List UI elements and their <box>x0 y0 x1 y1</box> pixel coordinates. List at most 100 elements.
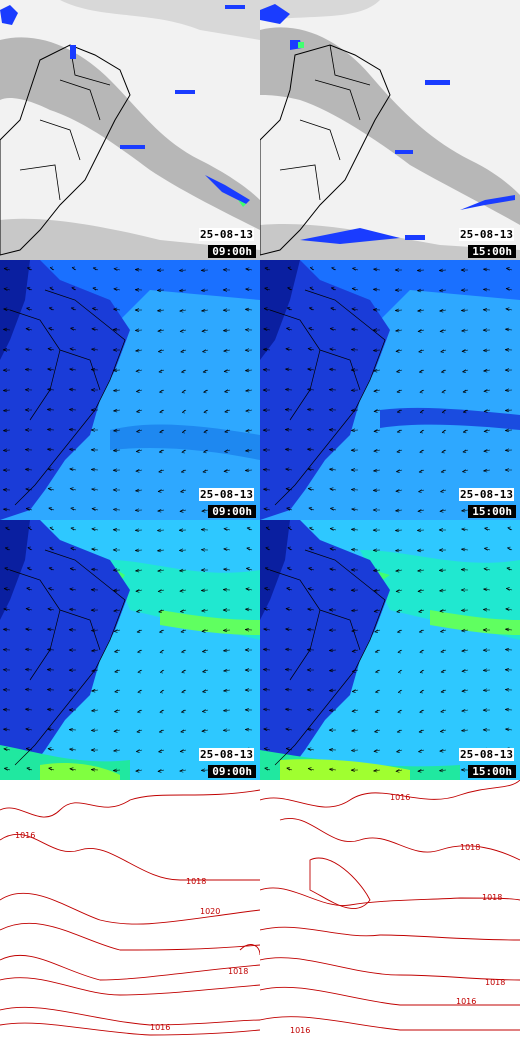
wind-arrow <box>286 327 293 331</box>
wind-arrow <box>461 669 469 673</box>
wind-arrow <box>460 268 469 272</box>
wind-arrow <box>47 707 55 712</box>
wind-arrow <box>441 409 447 414</box>
wind-arrow <box>113 428 121 433</box>
wind-arrow <box>505 587 513 591</box>
wind-arrow <box>69 607 77 612</box>
wind-arrow <box>2 448 11 453</box>
wind-arrow <box>329 668 337 673</box>
wind-arrow <box>482 308 491 312</box>
wind-arrow <box>396 389 403 394</box>
wind-arrow <box>90 448 99 452</box>
wind-arrow <box>397 689 403 694</box>
wind-arrow <box>156 288 165 293</box>
wind-arrow <box>203 429 209 434</box>
wind-arrow <box>244 348 253 352</box>
wind-arrow <box>287 546 293 551</box>
wind-arrow <box>2 668 11 672</box>
wind-arrow <box>69 367 77 372</box>
wind-arrow <box>135 369 143 373</box>
wind-arrow <box>4 546 11 551</box>
wind-arrow <box>134 528 143 533</box>
wind-arrow <box>3 747 11 751</box>
wind-arrow <box>48 306 55 311</box>
wind-arrow <box>92 286 99 291</box>
wind-arrow <box>114 709 121 713</box>
wind-arrow <box>3 428 11 433</box>
wind-arrow <box>284 427 293 432</box>
wind-arrow <box>69 347 77 351</box>
wind-arrow <box>159 389 165 394</box>
wind-arrow <box>373 749 381 753</box>
wind-arrow <box>307 447 315 452</box>
wind-arrow <box>285 627 293 632</box>
wind-arrow <box>157 308 165 313</box>
wind-arrow <box>440 649 447 654</box>
wind-arrow <box>394 288 403 292</box>
wind-arrow <box>374 709 381 714</box>
wind-arrow <box>159 669 165 674</box>
wind-arrow <box>351 669 359 673</box>
wind-arrow <box>373 348 381 353</box>
wind-arrow <box>2 647 11 652</box>
wind-arrow <box>47 367 55 372</box>
wind-arrow <box>202 349 209 353</box>
wind-arrow <box>262 368 271 372</box>
wind-arrow <box>178 548 187 553</box>
wind-arrow <box>263 727 271 732</box>
wind-arrow <box>113 729 121 733</box>
wind-arrow <box>70 306 77 311</box>
wind-arrow <box>70 526 77 531</box>
wind-arrow <box>417 769 425 773</box>
wind-arrow <box>47 647 55 652</box>
wind-arrow <box>482 668 491 673</box>
wind-arrow <box>4 767 11 771</box>
wind-arrow <box>307 727 315 732</box>
wind-arrow <box>245 368 253 373</box>
wind-arrow <box>203 449 209 454</box>
wind-arrow <box>3 727 11 732</box>
wind-arrow <box>285 607 293 611</box>
wind-arrow <box>419 649 425 654</box>
wind-arrow <box>350 547 359 552</box>
wind-arrow <box>68 708 77 712</box>
wind-arrow <box>307 387 315 392</box>
wind-arrow <box>26 766 33 771</box>
wind-arrow <box>90 608 99 612</box>
wind-arrow <box>351 327 359 332</box>
wind-arrow <box>114 689 121 694</box>
wind-arrow <box>483 567 491 571</box>
wind-arrow <box>159 429 165 434</box>
wind-arrow <box>262 388 271 392</box>
wind-arrow <box>112 368 121 373</box>
wind-arrow <box>373 409 381 413</box>
wind-arrow <box>373 368 381 373</box>
wind-arrow <box>439 588 447 593</box>
wind-arrow <box>285 647 293 652</box>
wind-arrow <box>285 687 293 692</box>
wind-arrow <box>3 267 11 271</box>
wind-map-high-0900 <box>0 520 260 780</box>
wind-arrow <box>263 307 271 311</box>
wind-arrow <box>418 629 425 634</box>
wind-arrow <box>245 607 253 612</box>
wind-arrow <box>113 629 121 633</box>
wind-arrow <box>285 707 293 712</box>
wind-arrow <box>201 608 209 613</box>
wind-arrow <box>113 408 121 413</box>
wind-arrow <box>285 667 293 672</box>
wind-arrow <box>202 369 209 374</box>
wind-arrow <box>395 568 403 573</box>
wind-arrow <box>419 689 425 694</box>
wind-arrow <box>285 727 293 732</box>
wind-arrow <box>246 546 253 551</box>
wind-arrow <box>25 487 33 492</box>
wind-arrow <box>285 387 293 392</box>
wind-arrow <box>135 449 143 453</box>
wind-arrow <box>263 487 271 492</box>
wind-arrow <box>329 467 337 472</box>
wind-arrow <box>26 286 33 291</box>
wind-arrow <box>180 489 187 493</box>
isobar-label: 1018 <box>482 893 502 902</box>
wind-arrow <box>309 526 315 531</box>
